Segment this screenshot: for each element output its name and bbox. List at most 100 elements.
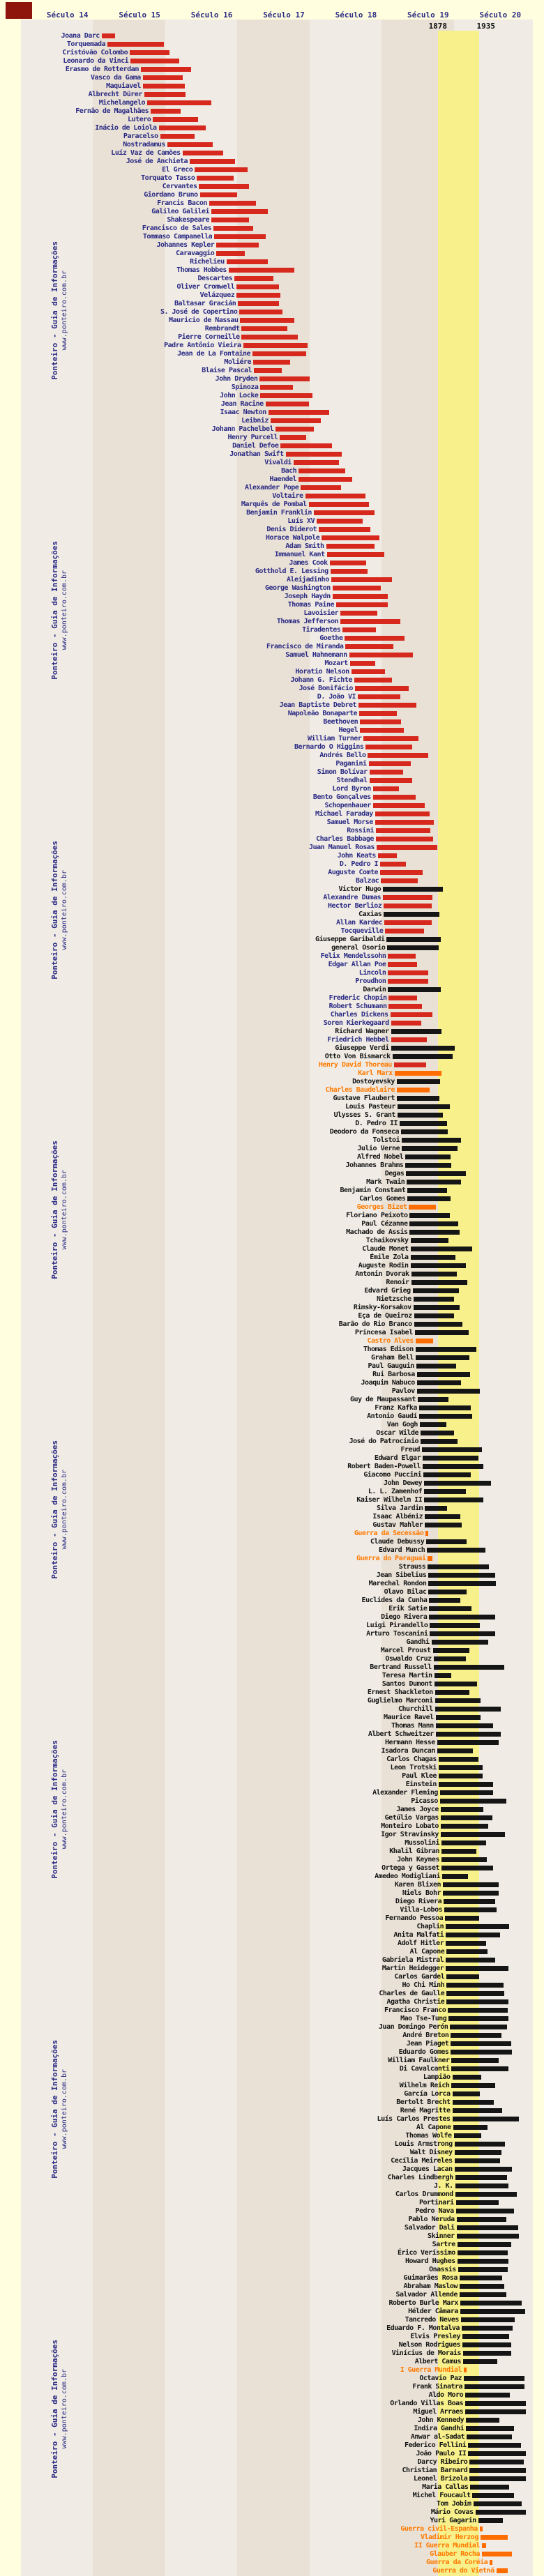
person-name[interactable]: Otto Von Bismarck (324, 1053, 391, 1060)
person-name[interactable]: Ortega y Gasset (381, 1864, 439, 1872)
person-name[interactable]: Voltaire (272, 492, 303, 500)
person-name[interactable]: Torquemada (66, 40, 106, 48)
person-name[interactable]: Tolstoi (372, 1136, 400, 1144)
person-name[interactable]: Rimsky-Korsakov (353, 1304, 411, 1311)
person-name[interactable]: Edgar Allan Poe (328, 961, 386, 968)
person-name[interactable]: Lord Byron (332, 785, 372, 793)
person-name[interactable]: Giacomo Puccini (363, 1471, 422, 1479)
person-name[interactable]: Mussolini (405, 1839, 439, 1847)
person-name[interactable]: Alexander Fleming (372, 1789, 438, 1797)
person-name[interactable]: Juan Manuel Rosas (309, 844, 375, 851)
person-name[interactable]: Silva Jardim (376, 1504, 423, 1512)
person-name[interactable]: Hector Berlioz (327, 902, 382, 910)
person-name[interactable]: Galileo Galilei (151, 208, 210, 215)
person-name[interactable]: Edvard Munch (379, 1546, 425, 1554)
person-name[interactable]: Erik Satie (388, 1605, 428, 1613)
person-name[interactable]: Frederic Chopin (328, 994, 387, 1002)
person-name[interactable]: Guimarães Rosa (403, 2274, 458, 2282)
person-name[interactable]: Benjamin Constant (340, 1187, 406, 1194)
person-name[interactable]: Eduardo Gomes (398, 2048, 449, 2056)
person-name[interactable]: Marquês de Pombal (241, 501, 307, 508)
person-name[interactable]: L. L. Zamenhof (368, 1488, 423, 1495)
person-name[interactable]: Ernest Shackleton (367, 1689, 433, 1696)
person-name[interactable]: Christian Barnard (402, 2467, 468, 2474)
person-name[interactable]: Guglielmo Marconi (367, 1697, 433, 1705)
person-name[interactable]: Aleijadinho (287, 576, 329, 584)
person-name[interactable]: Albert Schweitzer (368, 1730, 434, 1738)
person-name[interactable]: Benjamin Franklin (246, 509, 312, 517)
person-name[interactable]: Mao Tse-Tung (400, 2015, 447, 2022)
person-name[interactable]: Goethe (319, 634, 343, 642)
person-name[interactable]: Luís Carlos Prestes (377, 2115, 451, 2123)
person-name[interactable]: Antonio Gaudí (367, 1412, 417, 1420)
person-name[interactable]: Glauber Rocha (430, 2550, 480, 2558)
person-name[interactable]: Einstein (405, 1781, 437, 1788)
person-name[interactable]: James Joyce (396, 1806, 439, 1813)
person-name[interactable]: Allan Kardec (336, 919, 383, 927)
person-name[interactable]: Sartre (432, 2241, 456, 2248)
person-name[interactable]: Niels Bohr (402, 1889, 441, 1897)
person-name[interactable]: Anita Malfati (393, 1931, 444, 1939)
person-name[interactable]: Churchill (398, 1705, 433, 1713)
person-name[interactable]: Marechal Rondon (368, 1580, 427, 1587)
person-name[interactable]: Maria Callas (422, 2483, 469, 2491)
person-name[interactable]: Caxias (358, 910, 382, 918)
person-name[interactable]: Isaac Albéniz (372, 1513, 423, 1521)
person-name[interactable]: John Keynes (397, 1856, 439, 1864)
person-name[interactable]: Nostradamus (123, 141, 165, 148)
person-name[interactable]: Henry Purcell (227, 434, 278, 441)
person-name[interactable]: Leonel Brizola (414, 2475, 468, 2483)
person-name[interactable]: Moliére (224, 358, 252, 366)
person-name[interactable]: Charles Lindbergh (387, 2174, 453, 2181)
person-name[interactable]: Lampião (423, 2073, 451, 2081)
person-name[interactable]: Michelangelo (98, 99, 146, 107)
person-name[interactable]: Maquiavel (106, 82, 141, 90)
person-name[interactable]: Henry David Thoreau (318, 1061, 392, 1069)
person-name[interactable]: Gabriela Mistral (381, 1956, 444, 1964)
person-name[interactable]: Paracelso (123, 132, 158, 140)
person-name[interactable]: Felix Mendelssohn (320, 952, 386, 960)
person-name[interactable]: Vinícius de Morais (391, 2349, 462, 2357)
person-name[interactable]: Alexander Pope (245, 484, 299, 491)
person-name[interactable]: Guerra do Vietnã (432, 2567, 494, 2575)
person-name[interactable]: El Greco (162, 166, 193, 174)
person-name[interactable]: Velázquez (199, 291, 235, 299)
person-name[interactable]: García Lorca (404, 2090, 451, 2098)
person-name[interactable]: Octavio Paz (419, 2375, 462, 2382)
person-name[interactable]: Roberto Burle Marx (388, 2299, 459, 2307)
person-name[interactable]: Jean Baptiste Debret (279, 701, 357, 709)
person-name[interactable]: Rembrandt (204, 325, 240, 333)
person-name[interactable]: Horace Walpole (266, 534, 320, 542)
person-name[interactable]: Renoir (386, 1279, 409, 1286)
person-name[interactable]: Hélder Câmara (408, 2308, 458, 2315)
person-name[interactable]: Oswaldo Cruz (385, 1655, 432, 1663)
person-name[interactable]: Agatha Christie (386, 1998, 445, 2006)
person-name[interactable]: Salvador Dali (404, 2224, 455, 2232)
person-name[interactable]: Richard Wagner (335, 1028, 389, 1035)
person-name[interactable]: Vladimir Herzog (421, 2533, 478, 2541)
person-name[interactable]: Guerra do Paraguai (356, 1555, 426, 1562)
person-name[interactable]: Guerra da Secessão (354, 1530, 424, 1537)
person-name[interactable]: Joaquim Nabuco (361, 1379, 416, 1387)
person-name[interactable]: Euclides da Cunha (361, 1596, 428, 1604)
person-name[interactable]: Andrés Bello (319, 752, 366, 759)
person-name[interactable]: James Cook (289, 559, 328, 567)
person-name[interactable]: Albert Camus (414, 2358, 462, 2365)
person-name[interactable]: Paul Klee (402, 1772, 437, 1780)
person-name[interactable]: Pavlov (391, 1387, 416, 1395)
person-name[interactable]: Howard Hughes (405, 2257, 455, 2265)
person-name[interactable]: Kaiser Wilhelm II (356, 1496, 423, 1504)
person-name[interactable]: Bach (281, 467, 297, 475)
person-name[interactable]: Robert Baden-Powell (347, 1463, 421, 1470)
person-name[interactable]: John Kennedy (417, 2416, 464, 2424)
person-name[interactable]: Simon Bolívar (317, 768, 368, 776)
person-name[interactable]: Freud (400, 1446, 421, 1454)
person-name[interactable]: Yuri Gagarin (430, 2517, 476, 2524)
person-name[interactable]: Samuel Hahnemann (285, 651, 347, 659)
person-name[interactable]: William Turner (307, 735, 362, 742)
person-name[interactable]: Giordano Bruno (144, 191, 198, 199)
person-name[interactable]: Teresa Martin (381, 1672, 432, 1679)
person-name[interactable]: Albrecht Dürer (88, 91, 143, 98)
person-name[interactable]: Edward Elgar (374, 1454, 421, 1462)
person-name[interactable]: Arturo Toscanini (366, 1630, 428, 1638)
